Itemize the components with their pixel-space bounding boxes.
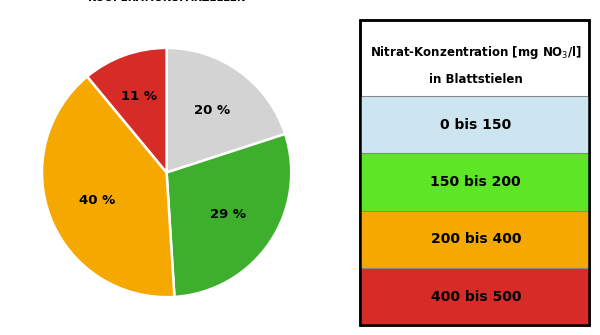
Text: 11 %: 11 % [121, 90, 157, 103]
Bar [360, 268, 589, 325]
Text: 400 bis 500: 400 bis 500 [431, 289, 521, 304]
Wedge shape [167, 134, 291, 297]
Text: 200 bis 400: 200 bis 400 [431, 232, 521, 246]
Text: 150 bis 200: 150 bis 200 [430, 175, 521, 189]
Text: KOOPERATIONSPARZELLEN: KOOPERATIONSPARZELLEN [88, 0, 245, 3]
Wedge shape [42, 76, 175, 297]
Text: 20 %: 20 % [194, 104, 230, 117]
Text: 40 %: 40 % [79, 194, 115, 207]
Bar [360, 211, 589, 268]
Text: 29 %: 29 % [211, 208, 247, 221]
Wedge shape [87, 48, 167, 173]
Text: Nitrat-Konzentration [mg NO$_3$/l]: Nitrat-Konzentration [mg NO$_3$/l] [370, 44, 582, 61]
Text: in Blattstielen: in Blattstielen [429, 73, 523, 85]
Bar [360, 153, 589, 211]
Text: 0 bis 150: 0 bis 150 [440, 118, 511, 132]
Bar [360, 96, 589, 153]
Wedge shape [167, 48, 285, 173]
